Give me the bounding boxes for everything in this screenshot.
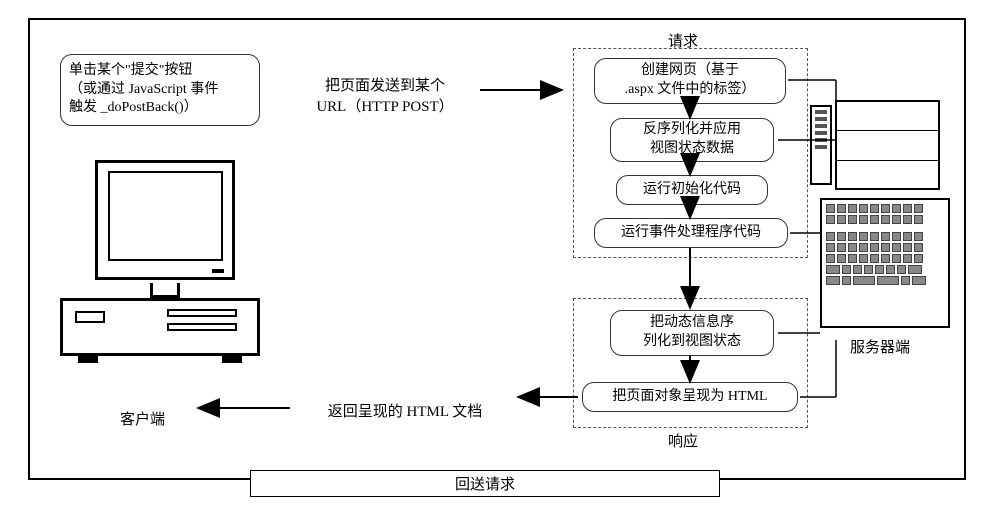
client-computer-icon [60,160,260,390]
node-return-doc: 返回呈现的 HTML 文档 [300,400,510,421]
node-text: URL（HTTP POST） [316,99,453,115]
client-label: 客户端 [120,408,165,429]
node-text: 把页面对象呈现为 HTML [612,388,767,407]
node-text: .aspx 文件中的标签） [625,82,756,97]
node-text: 视图状态数据 [650,141,734,156]
node-create-page: 创建网页（基于 .aspx 文件中的标签） [594,58,786,104]
node-text: 把页面发送到某个 [325,78,445,94]
server-icon [810,100,950,340]
caption-text: 回送请求 [455,477,515,493]
node-run-handler: 运行事件处理程序代码 [594,218,788,248]
node-text: 触发 _doPostBack()） [69,100,198,115]
node-text: 把动态信息序 [650,315,734,330]
postback-caption: 回送请求 [250,470,720,497]
node-deserialize: 反序列化并应用 视图状态数据 [610,118,774,162]
node-text: （或通过 JavaScript 事件 [69,82,218,97]
node-render-html: 把页面对象呈现为 HTML [582,382,798,412]
node-text: 列化到视图状态 [643,334,741,349]
node-text: 反序列化并应用 [643,122,741,137]
response-label: 响应 [668,430,698,451]
node-text: 创建网页（基于 [641,63,739,78]
node-run-init: 运行初始化代码 [616,175,768,205]
node-serialize: 把动态信息序 列化到视图状态 [610,310,774,356]
node-text: 运行事件处理程序代码 [621,224,761,243]
request-label: 请求 [668,30,698,51]
node-client-action: 单击某个"提交"按钮 （或通过 JavaScript 事件 触发 _doPost… [60,54,260,126]
node-text: 运行初始化代码 [643,181,741,200]
node-text: 返回呈现的 HTML 文档 [328,404,482,420]
node-send-page: 把页面发送到某个 URL（HTTP POST） [295,74,475,116]
node-text: 单击某个"提交"按钮 [69,63,192,78]
